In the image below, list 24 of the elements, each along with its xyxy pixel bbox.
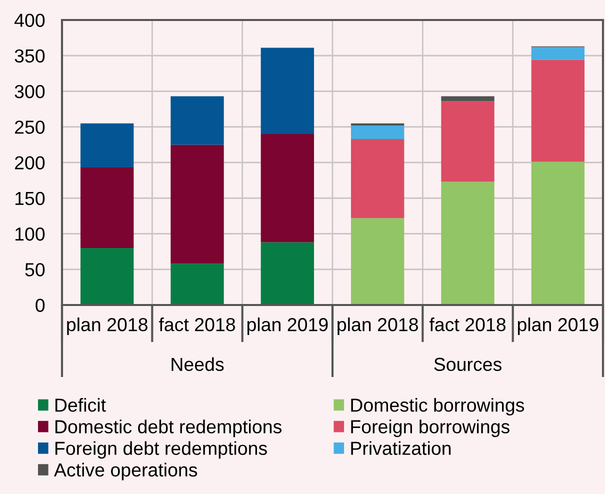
y-tick-label: 300: [14, 84, 45, 98]
legend-label: Domestic debt redemptions: [55, 420, 282, 438]
y-tick-label: 50: [25, 263, 45, 276]
y-tick-label: 350: [14, 49, 45, 63]
legend-label: Privatization: [351, 441, 451, 455]
y-tick-label: 150: [15, 192, 45, 206]
text: Sources: [434, 358, 502, 372]
x-tick-label: plan 2019: [518, 318, 598, 335]
x-tick-label: plan 2018: [67, 318, 148, 335]
legend-label: Foreign borrowings: [351, 420, 510, 438]
y-tick-label: 200: [14, 156, 45, 170]
legend-label: Domestic borrowings: [351, 398, 524, 416]
x-tick-label: plan 2018: [338, 318, 418, 335]
x-tick-label: plan 2019: [247, 318, 328, 335]
y-tick-label: 400: [14, 14, 45, 27]
x-tick-label: fact 2018: [158, 318, 236, 332]
legend-label: Deficit: [55, 398, 106, 412]
legend-label: Foreign debt redemptions: [55, 441, 267, 459]
legend-label: Active operations: [54, 462, 198, 480]
text: Needs: [172, 357, 224, 372]
y-tick-label: 250: [14, 120, 45, 134]
y-tick-label: 0: [36, 298, 45, 312]
y-tick-label: 100: [15, 227, 45, 241]
x-tick-label: fact 2018: [429, 318, 506, 332]
